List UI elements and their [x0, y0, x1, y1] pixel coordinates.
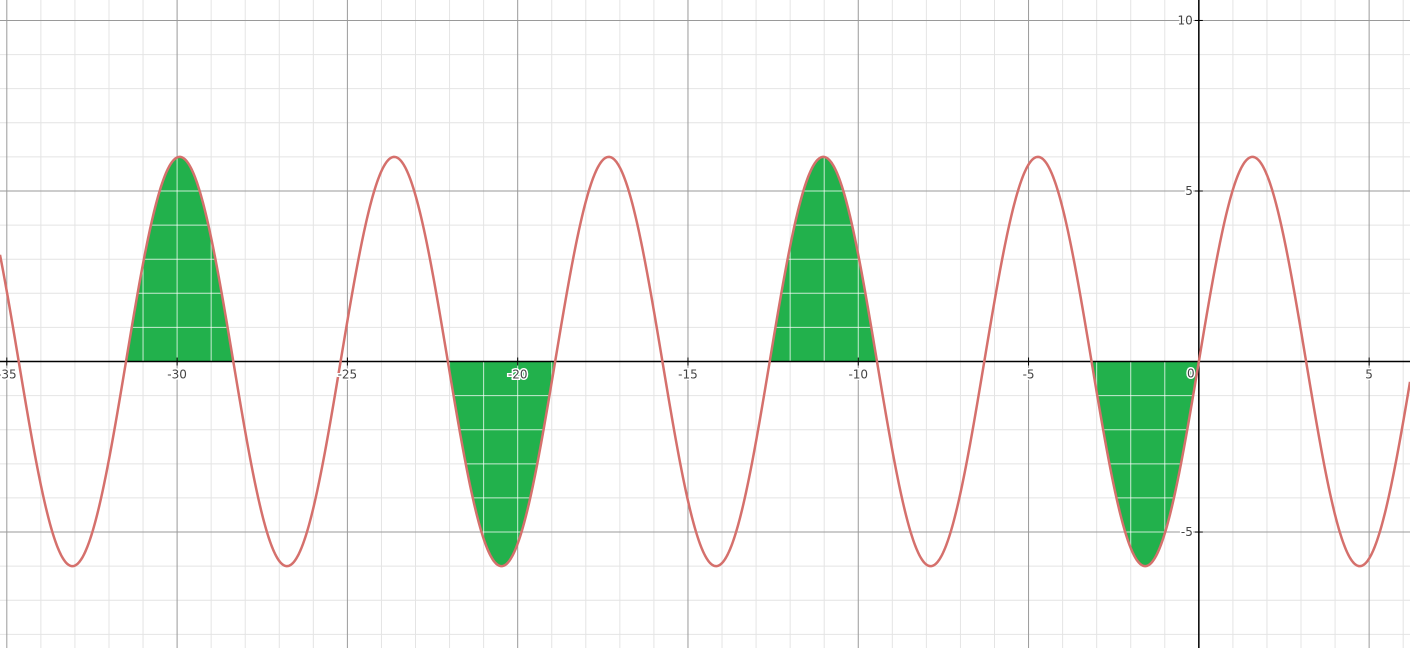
sine-curve: [0, 155, 1410, 568]
x-tick-label: -10: [848, 368, 868, 382]
x-tick-label: -20: [508, 368, 528, 382]
x-tick-label: -25: [338, 368, 358, 382]
x-tick-label: -35: [0, 368, 17, 382]
x-tick-label: 5: [1365, 368, 1373, 382]
y-tick-label: -5: [1181, 525, 1193, 539]
origin-label: 0: [1187, 367, 1195, 381]
y-tick-label: 10: [1178, 13, 1193, 27]
curves: [0, 155, 1410, 568]
x-tick-label: -15: [678, 368, 698, 382]
tick-labels: -35 -30 -25 -20 -15 -10 -5 5 10 5 -5: [0, 12, 1374, 541]
x-tick-label: -5: [1023, 368, 1035, 382]
x-tick-label: -30: [167, 368, 187, 382]
y-tick-label: 5: [1185, 184, 1193, 198]
